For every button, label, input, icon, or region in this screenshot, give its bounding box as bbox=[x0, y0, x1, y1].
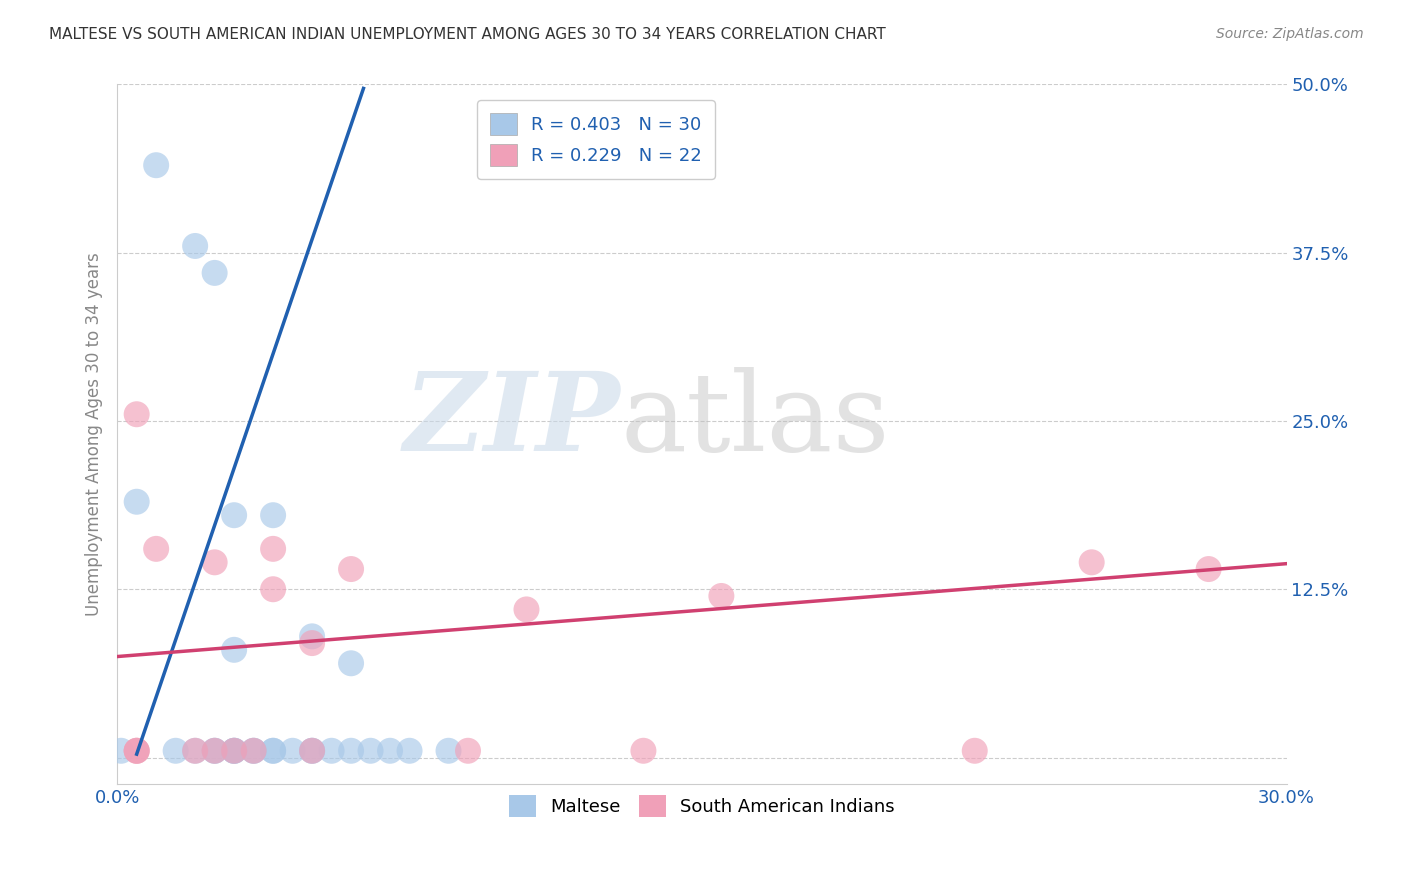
Point bbox=[262, 582, 284, 597]
Point bbox=[281, 744, 304, 758]
Point bbox=[125, 744, 148, 758]
Point bbox=[1198, 562, 1220, 576]
Point bbox=[184, 744, 207, 758]
Point bbox=[145, 158, 167, 172]
Point bbox=[204, 744, 226, 758]
Point bbox=[165, 744, 187, 758]
Point bbox=[398, 744, 420, 758]
Point bbox=[242, 744, 264, 758]
Point bbox=[224, 744, 246, 758]
Point bbox=[262, 744, 284, 758]
Point bbox=[204, 744, 226, 758]
Point bbox=[145, 541, 167, 556]
Point bbox=[340, 744, 363, 758]
Point bbox=[224, 744, 246, 758]
Point bbox=[301, 744, 323, 758]
Point bbox=[224, 642, 246, 657]
Point bbox=[184, 239, 207, 253]
Point bbox=[301, 636, 323, 650]
Point bbox=[224, 744, 246, 758]
Point bbox=[125, 744, 148, 758]
Legend: Maltese, South American Indians: Maltese, South American Indians bbox=[502, 788, 903, 824]
Point bbox=[204, 555, 226, 569]
Point bbox=[340, 657, 363, 671]
Point bbox=[340, 562, 363, 576]
Point bbox=[963, 744, 986, 758]
Point bbox=[301, 744, 323, 758]
Point bbox=[110, 744, 132, 758]
Y-axis label: Unemployment Among Ages 30 to 34 years: Unemployment Among Ages 30 to 34 years bbox=[86, 252, 103, 616]
Point bbox=[1080, 555, 1102, 569]
Point bbox=[204, 266, 226, 280]
Point bbox=[301, 629, 323, 643]
Point bbox=[515, 602, 537, 616]
Point bbox=[457, 744, 479, 758]
Point bbox=[710, 589, 733, 603]
Point bbox=[633, 744, 655, 758]
Text: ZIP: ZIP bbox=[404, 367, 620, 475]
Point bbox=[184, 744, 207, 758]
Point bbox=[242, 744, 264, 758]
Point bbox=[224, 744, 246, 758]
Point bbox=[204, 744, 226, 758]
Point bbox=[262, 508, 284, 523]
Point bbox=[224, 508, 246, 523]
Point bbox=[321, 744, 343, 758]
Point bbox=[125, 494, 148, 508]
Text: MALTESE VS SOUTH AMERICAN INDIAN UNEMPLOYMENT AMONG AGES 30 TO 34 YEARS CORRELAT: MALTESE VS SOUTH AMERICAN INDIAN UNEMPLO… bbox=[49, 27, 886, 42]
Point bbox=[378, 744, 401, 758]
Point bbox=[125, 744, 148, 758]
Text: atlas: atlas bbox=[620, 367, 890, 474]
Point bbox=[437, 744, 460, 758]
Point bbox=[360, 744, 382, 758]
Point bbox=[262, 541, 284, 556]
Point bbox=[301, 744, 323, 758]
Text: Source: ZipAtlas.com: Source: ZipAtlas.com bbox=[1216, 27, 1364, 41]
Point bbox=[125, 407, 148, 421]
Point bbox=[242, 744, 264, 758]
Point bbox=[262, 744, 284, 758]
